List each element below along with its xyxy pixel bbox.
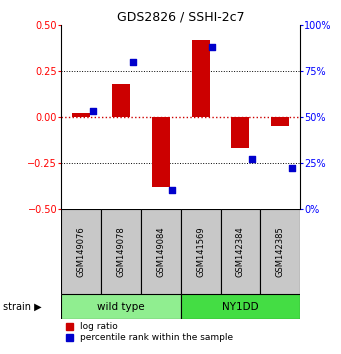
Title: GDS2826 / SSHI-2c7: GDS2826 / SSHI-2c7: [117, 11, 244, 24]
Bar: [181, 294, 300, 319]
Bar: [192, 40, 210, 117]
Bar: [141, 209, 181, 294]
Bar: [61, 294, 181, 319]
Point: [130, 59, 135, 64]
Point: [209, 44, 215, 50]
Bar: [101, 209, 141, 294]
Bar: [152, 117, 170, 187]
Point: [170, 188, 175, 193]
Legend: log ratio, percentile rank within the sample: log ratio, percentile rank within the sa…: [66, 322, 234, 342]
Text: strain ▶: strain ▶: [3, 302, 42, 312]
Point: [289, 166, 295, 171]
Bar: [72, 113, 90, 117]
Point: [249, 156, 255, 162]
Text: NY1DD: NY1DD: [222, 302, 259, 312]
Text: GSM141569: GSM141569: [196, 226, 205, 277]
Bar: [221, 209, 260, 294]
Bar: [271, 117, 289, 126]
Text: GSM149076: GSM149076: [77, 226, 86, 277]
Point: [90, 108, 95, 114]
Text: GSM149084: GSM149084: [156, 226, 165, 277]
Text: GSM149078: GSM149078: [117, 226, 125, 277]
Bar: [61, 209, 101, 294]
Bar: [260, 209, 300, 294]
Text: GSM142384: GSM142384: [236, 226, 245, 277]
Text: GSM142385: GSM142385: [276, 226, 285, 277]
Text: wild type: wild type: [97, 302, 145, 312]
Bar: [232, 117, 249, 148]
Bar: [181, 209, 221, 294]
Bar: [112, 84, 130, 117]
